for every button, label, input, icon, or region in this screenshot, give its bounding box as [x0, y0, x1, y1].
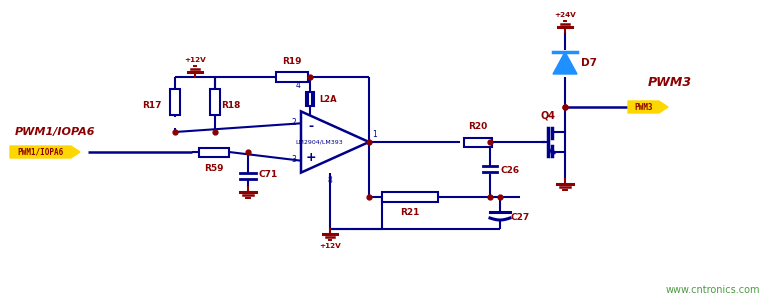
Text: -: - — [308, 120, 313, 133]
Bar — [199, 147, 229, 157]
Text: 2: 2 — [291, 118, 296, 127]
Bar — [382, 192, 438, 202]
Polygon shape — [553, 52, 577, 74]
Bar — [464, 138, 492, 146]
Text: 4: 4 — [295, 81, 300, 90]
Text: +12V: +12V — [185, 57, 206, 63]
Text: 3: 3 — [291, 155, 296, 164]
Text: C71: C71 — [258, 169, 277, 178]
Text: PWM1/IOPA6: PWM1/IOPA6 — [15, 127, 95, 137]
Text: R59: R59 — [205, 164, 224, 173]
Bar — [306, 92, 314, 106]
Text: +24V: +24V — [554, 12, 576, 18]
Text: R19: R19 — [283, 57, 302, 66]
Bar — [210, 89, 220, 115]
Text: C27: C27 — [510, 212, 530, 221]
Text: C26: C26 — [500, 165, 519, 174]
Text: L2A: L2A — [319, 95, 337, 103]
Text: PWM3: PWM3 — [648, 76, 692, 88]
Text: +: + — [305, 151, 316, 164]
FancyArrow shape — [628, 101, 668, 113]
Text: www.cntronics.com: www.cntronics.com — [665, 285, 760, 295]
Text: 1: 1 — [372, 130, 377, 139]
Text: Q4: Q4 — [540, 110, 556, 120]
Text: R17: R17 — [143, 100, 162, 110]
Text: PWM1/IOPA6: PWM1/IOPA6 — [18, 147, 63, 157]
Polygon shape — [301, 111, 369, 173]
Text: R18: R18 — [221, 100, 240, 110]
Bar — [276, 72, 308, 82]
Text: PWM3: PWM3 — [635, 103, 653, 111]
Text: 8: 8 — [327, 176, 333, 185]
Text: R20: R20 — [469, 122, 488, 131]
FancyArrow shape — [10, 146, 80, 158]
Bar — [170, 89, 180, 115]
Text: R21: R21 — [401, 208, 420, 217]
Text: +12V: +12V — [319, 243, 341, 249]
Text: D7: D7 — [581, 58, 597, 68]
Text: LM2904/LM393: LM2904/LM393 — [296, 139, 344, 145]
